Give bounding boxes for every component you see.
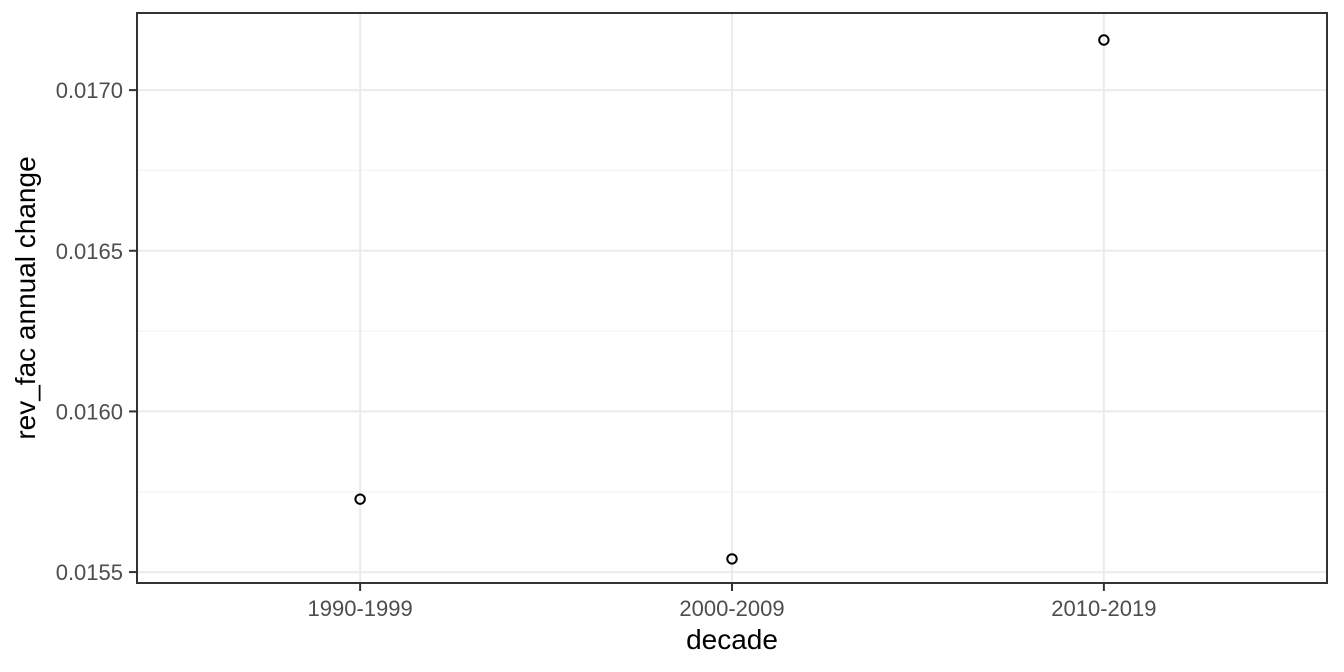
y-tick-label: 0.0165: [56, 239, 123, 264]
x-axis-title: decade: [686, 624, 778, 655]
y-axis-title: rev_fac annual change: [10, 156, 41, 440]
x-tick-label: 1990-1999: [308, 596, 413, 621]
data-point: [354, 493, 366, 505]
data-point: [1098, 34, 1110, 46]
y-tick-label: 0.0160: [56, 399, 123, 424]
x-tick-label: 2000-2009: [679, 596, 784, 621]
data-point: [726, 553, 738, 565]
x-tick-label: 2010-2019: [1051, 596, 1156, 621]
y-tick-label: 0.0170: [56, 78, 123, 103]
y-tick-label: 0.0155: [56, 560, 123, 585]
